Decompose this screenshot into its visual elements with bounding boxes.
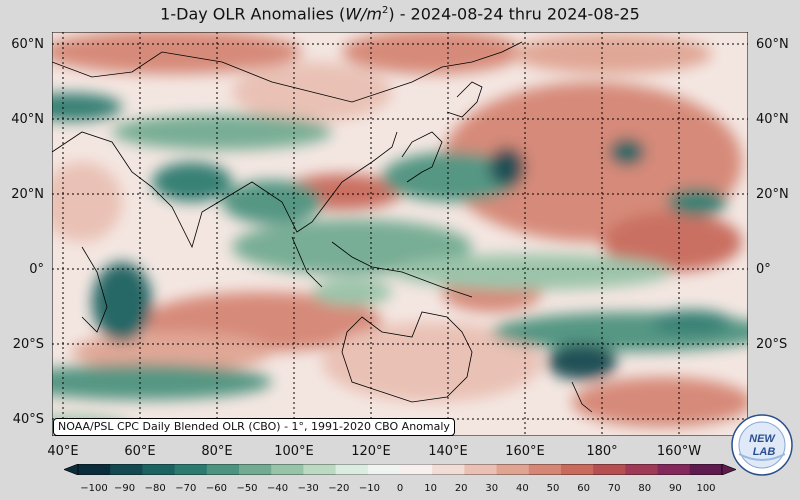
colorbar: [64, 464, 736, 475]
lon-label-100e: 100°E: [274, 444, 314, 459]
colorbar-tick-label: 100: [696, 483, 716, 494]
colorbar-tick-label: 30: [485, 483, 499, 494]
colorbar-tick-label: −40: [267, 483, 289, 494]
colorbar-tick-label: 70: [607, 483, 621, 494]
colorbar-cell: [689, 464, 723, 475]
colorbar-tick-label: −10: [358, 483, 380, 494]
colorbar-cell: [561, 464, 594, 475]
lat-label-20n-left: 20°N: [11, 187, 44, 202]
colorbar-tick-label: 0: [396, 483, 404, 494]
colorbar-cell: [206, 464, 240, 475]
lat-label-20n-right: 20°N: [756, 187, 789, 202]
colorbar-cell: [496, 464, 530, 475]
lon-label-80e: 80°E: [201, 444, 233, 459]
colorbar-tick-label: −100: [80, 483, 108, 494]
lat-label-20s-right: 20°S: [756, 337, 788, 352]
lon-label-40e: 40°E: [47, 444, 79, 459]
colorbar-cell: [367, 464, 401, 475]
lon-label-60e: 60°E: [124, 444, 156, 459]
colorbar-cell: [528, 464, 562, 475]
lat-label-0-left: 0°: [29, 262, 44, 277]
colorbar-tick-label: −20: [328, 483, 350, 494]
colorbar-cell: [142, 464, 176, 475]
psl-lab-logo: NEW LAB: [731, 414, 793, 476]
olr-anomaly-map: [52, 32, 748, 436]
colorbar-tick-label: 90: [669, 483, 682, 494]
lon-label-180: 180°: [586, 444, 618, 459]
colorbar-cell: [593, 464, 626, 475]
colorbar-cell: [335, 464, 369, 475]
colorbar-cell: [271, 464, 304, 475]
lon-label-160w: 160°W: [656, 444, 702, 459]
colorbar-max-arrow: [721, 464, 736, 475]
lat-label-40n-right: 40°N: [756, 112, 789, 127]
lat-label-60n-right: 60°N: [756, 37, 789, 52]
svg-text:LAB: LAB: [753, 446, 776, 458]
lat-label-20s-left: 20°S: [12, 337, 44, 352]
colorbar-cell: [174, 464, 208, 475]
colorbar-tick-label: 50: [546, 483, 560, 494]
colorbar-min-arrow: [64, 464, 79, 475]
colorbar-tick-label: −90: [114, 483, 136, 494]
colorbar-cell: [110, 464, 143, 475]
colorbar-cell: [78, 464, 111, 475]
lat-label-60n-left: 60°N: [11, 37, 44, 52]
colorbar-cell: [625, 464, 659, 475]
colorbar-tick-label: −60: [205, 483, 227, 494]
map-title: 1-Day OLR Anomalies (W/m2) - 2024-08-24 …: [160, 4, 640, 24]
lon-label-160e: 160°E: [505, 444, 545, 459]
colorbar-tick-label: 60: [577, 483, 590, 494]
colorbar-cell: [657, 464, 691, 475]
source-caption: NOAA/PSL CPC Daily Blended OLR (CBO) - 1…: [53, 418, 455, 436]
svg-text:NEW: NEW: [749, 433, 776, 445]
lon-label-140e: 140°E: [428, 444, 468, 459]
colorbar-cell: [464, 464, 498, 475]
lat-label-0-right: 0°: [756, 262, 771, 277]
lat-label-40n-left: 40°N: [11, 112, 44, 127]
colorbar-tick-label: −70: [175, 483, 197, 494]
colorbar-tick-label: −50: [236, 483, 258, 494]
colorbar-tick-label: 10: [424, 483, 437, 494]
colorbar-tick-label: 80: [638, 483, 652, 494]
colorbar-cell: [432, 464, 465, 475]
colorbar-tick-label: −80: [144, 483, 166, 494]
colorbar-cell: [303, 464, 337, 475]
colorbar-cell: [239, 464, 272, 475]
lat-label-40s-left: 40°S: [12, 412, 44, 427]
colorbar-tick-label: 40: [516, 483, 529, 494]
colorbar-cell: [400, 464, 433, 475]
lon-label-120e: 120°E: [351, 444, 391, 459]
colorbar-tick-label: 20: [454, 483, 468, 494]
colorbar-tick-label: −30: [297, 483, 319, 494]
